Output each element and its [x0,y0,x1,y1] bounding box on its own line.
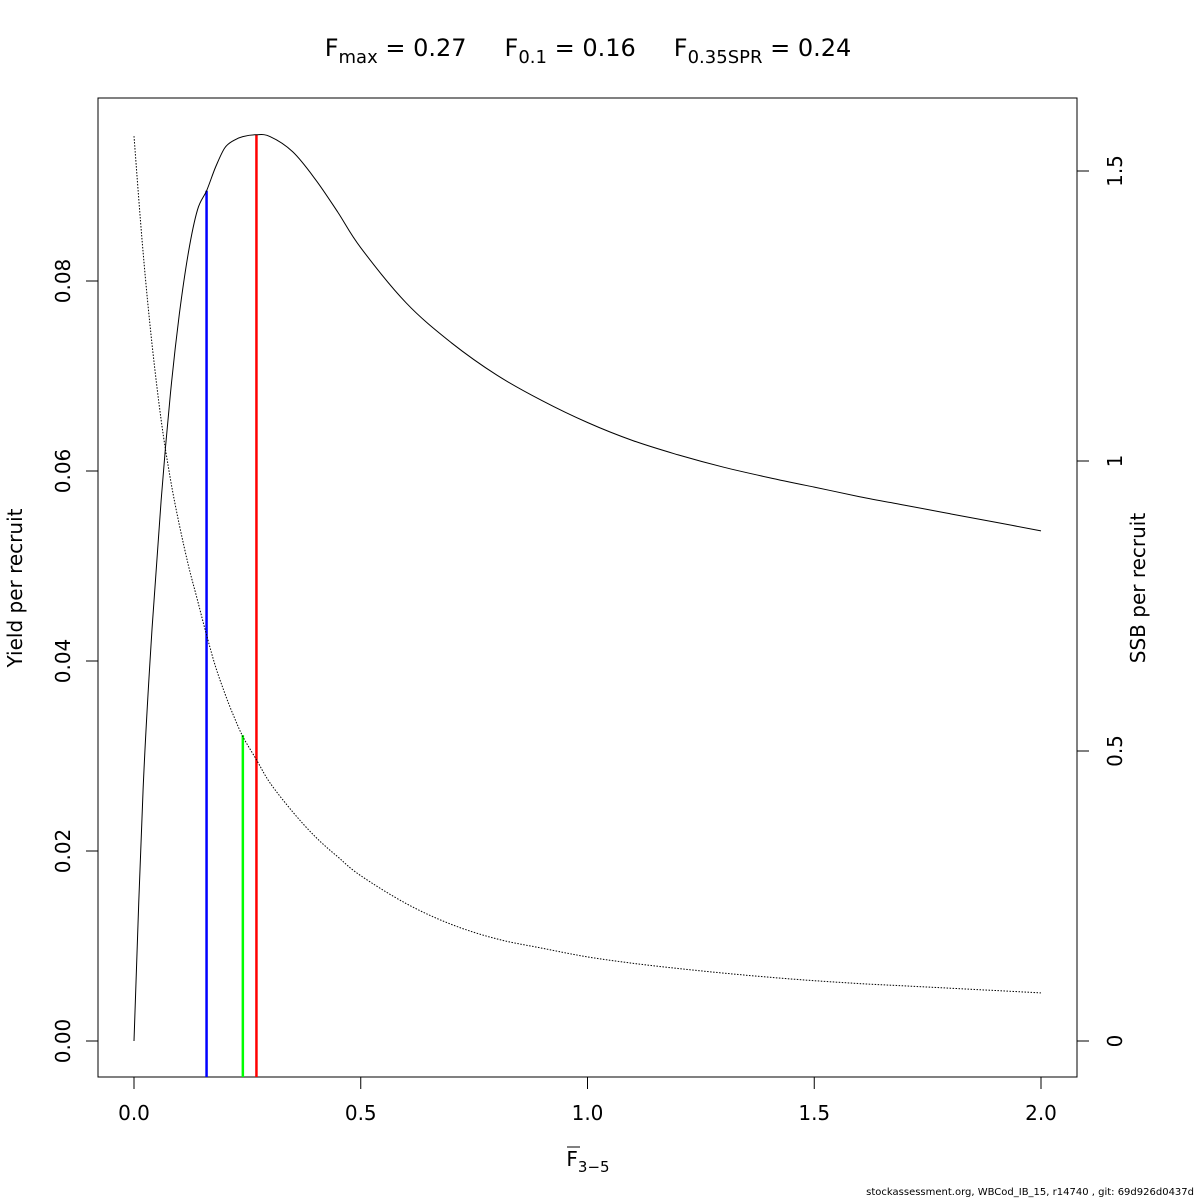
y-right-tick-label: 1 [1103,455,1127,468]
x-tick-label: 2.0 [1025,1101,1057,1125]
x-tick-label: 0.5 [345,1101,377,1125]
x-tick-label: 1.5 [798,1101,830,1125]
yield-per-recruit-line [133,134,1042,1042]
y-right-tick-label: 1.5 [1103,155,1127,187]
footer-credit: stockassessment.org, WBCod_IB_15, r14740… [866,1187,1194,1198]
x-axis-label: F3−5 [566,1147,609,1176]
x-tick-label: 1.0 [572,1101,604,1125]
y-left-tick-label: 0.06 [51,449,75,494]
chart-title: Fmax = 0.27 F0.1 = 0.16 F0.35SPR = 0.24 [325,34,852,68]
ssb-per-recruit-line [133,136,1042,994]
y-left-axis-label: Yield per recruit [3,508,27,668]
y-left-tick-label: 0.00 [51,1019,75,1064]
y-right-tick-label: 0 [1103,1035,1127,1048]
y-left-tick-label: 0.04 [51,639,75,684]
y-left-tick-label: 0.08 [51,259,75,304]
y-left-tick-label: 0.02 [51,829,75,874]
plot-frame [97,97,1078,1078]
x-tick-label: 0.0 [118,1101,150,1125]
y-right-axis-label: SSB per recruit [1126,513,1150,664]
y-right-tick-label: 0.5 [1103,735,1127,767]
